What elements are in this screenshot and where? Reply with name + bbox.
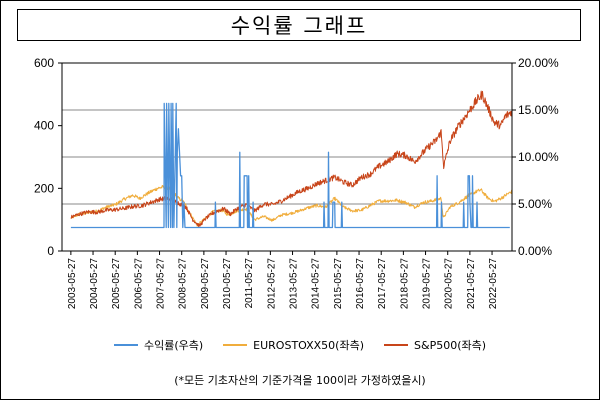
legend-swatch-return <box>113 344 138 346</box>
x-tick-label-9: 2012-05-27 <box>266 258 277 310</box>
x-tick-label-7: 2010-05-27 <box>222 258 233 310</box>
legend-item-return: 수익률(우측) <box>113 337 204 353</box>
right-tick-label-4: 20.00% <box>518 56 559 70</box>
x-tick-label-13: 2016-05-27 <box>355 258 366 310</box>
footnote: (*모든 기초자산의 기준가격을 100이라 가정하였을시) <box>174 374 426 387</box>
left-tick-label-0: 0 <box>47 244 54 258</box>
legend-label-return: 수익률(우측) <box>143 339 204 352</box>
series-line-1 <box>70 184 513 227</box>
x-tick-label-1: 2004-05-27 <box>89 258 100 310</box>
gridlines <box>62 109 512 205</box>
right-tick-label-3: 15.00% <box>518 103 559 117</box>
x-tick-label-5: 2008-05-27 <box>178 258 189 310</box>
chart-title: 수익률 그래프 <box>17 9 581 41</box>
right-axis-ticks: 0.00% 5.00% 10.00% 15.00% 20.00% <box>512 56 559 258</box>
right-tick-label-1: 5.00% <box>518 197 552 211</box>
x-tick-label-12: 2015-05-27 <box>333 258 344 310</box>
right-tick-label-2: 10.00% <box>518 150 559 164</box>
left-axis-ticks: 0 200 400 600 <box>34 56 62 258</box>
x-axis-ticks: 2003-05-27 2004-05-27 2005-05-27 2006-05-27… <box>67 251 499 309</box>
legend-label-eurostoxx: EUROSTOXX50(좌측) <box>253 339 365 352</box>
legend-item-eurostoxx: EUROSTOXX50(좌측) <box>223 337 364 353</box>
series-line-0 <box>70 102 510 229</box>
x-tick-label-19: 2022-05-27 <box>488 258 499 310</box>
left-tick-label-1: 200 <box>34 181 54 195</box>
x-tick-label-17: 2020-05-27 <box>444 258 455 310</box>
x-tick-label-3: 2006-05-27 <box>133 258 144 310</box>
left-tick-label-3: 600 <box>34 56 54 70</box>
legend-swatch-sp500 <box>384 344 409 346</box>
x-tick-label-11: 2014-05-27 <box>311 258 322 310</box>
legend: 수익률(우측) EUROSTOXX50(좌측) S&P500(좌측) <box>0 336 600 354</box>
x-tick-label-0: 2003-05-27 <box>67 258 78 310</box>
legend-swatch-eurostoxx <box>223 344 248 346</box>
legend-label-sp500: S&P500(좌측) <box>414 339 487 352</box>
series-line-2 <box>70 90 513 228</box>
x-tick-label-14: 2017-05-27 <box>377 258 388 310</box>
series-lines <box>70 90 513 229</box>
x-tick-label-10: 2013-05-27 <box>289 258 300 310</box>
x-tick-label-16: 2019-05-27 <box>422 258 433 310</box>
x-tick-label-8: 2011-05-27 <box>244 258 255 309</box>
x-tick-label-15: 2018-05-27 <box>399 258 410 310</box>
x-tick-label-18: 2021-05-27 <box>466 258 477 310</box>
right-tick-label-0: 0.00% <box>518 244 552 258</box>
x-tick-label-4: 2007-05-27 <box>156 258 167 310</box>
x-tick-label-2: 2005-05-27 <box>111 258 122 310</box>
x-tick-label-6: 2009-05-27 <box>200 258 211 310</box>
left-tick-label-2: 400 <box>34 119 54 133</box>
legend-item-sp500: S&P500(좌측) <box>384 337 486 353</box>
